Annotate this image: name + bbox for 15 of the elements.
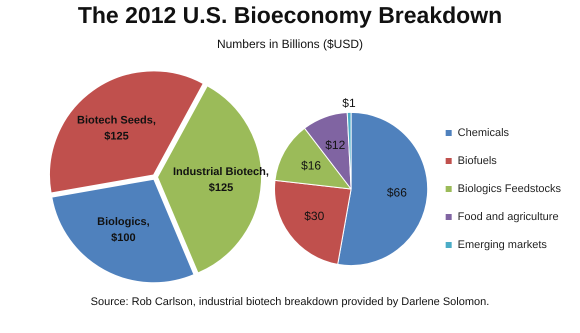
legend-label: Biologics Feedstocks	[458, 183, 562, 196]
slice-label: Biologics, $100	[97, 216, 150, 244]
data-label: $1	[342, 96, 356, 110]
legend-label: Biofuels	[458, 155, 498, 168]
legend-label: Food and agriculture	[458, 211, 559, 224]
legend-label: Chemicals	[458, 127, 510, 140]
legend-label: Emerging markets	[458, 239, 548, 252]
data-label: $30	[304, 208, 325, 223]
slice-label: Biotech Seeds, $125	[77, 114, 156, 142]
source-note: Source: Rob Carlson, industrial biotech breakdown provided by Darlene Solomon.	[90, 296, 490, 308]
chart-title: The 2012 U.S. Bioeconomy Breakdown	[76, 2, 504, 29]
data-label: $16	[301, 158, 322, 173]
chart-subtitle: Numbers in Billions ($USD)	[216, 37, 364, 51]
data-label: $66	[386, 185, 408, 200]
data-label: $12	[325, 138, 346, 152]
